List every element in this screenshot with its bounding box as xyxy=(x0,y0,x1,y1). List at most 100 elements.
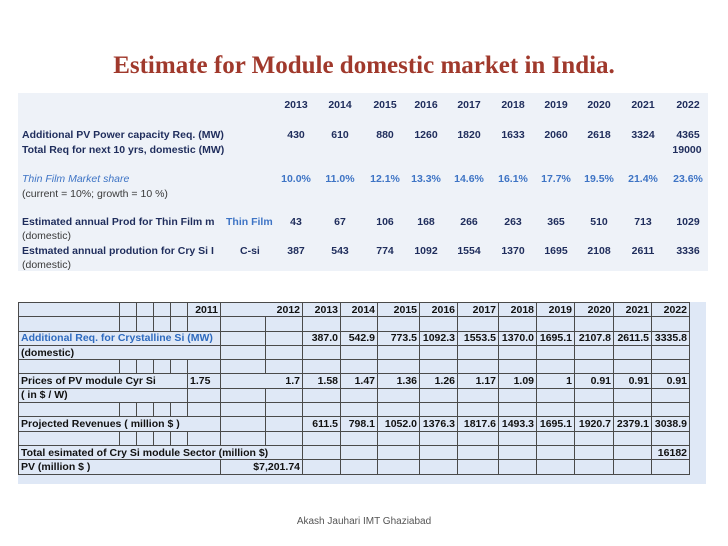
year-header: 2016 xyxy=(414,99,438,111)
table-cell xyxy=(377,459,420,475)
table-cell xyxy=(457,444,499,461)
table-cell xyxy=(574,459,614,475)
row-label-prices-unit: ( in $ / W) xyxy=(18,387,188,404)
price-value: 1.7 xyxy=(220,373,303,389)
year-header: 2020 xyxy=(587,99,611,111)
table-cell xyxy=(651,344,690,361)
table-cell xyxy=(153,359,171,375)
year-header: 2022 xyxy=(676,99,700,111)
table-cell xyxy=(377,316,420,332)
cry-si-value: 3336 xyxy=(676,245,700,257)
cry-si-value: 543 xyxy=(331,245,349,257)
additional-req-value: 1695.1 xyxy=(536,330,575,346)
row-label-prices: Prices of PV module Cyr Si xyxy=(18,373,188,389)
year-header: 2012 xyxy=(220,301,303,318)
table-cell xyxy=(536,359,575,375)
table-cell xyxy=(574,344,614,361)
table-cell xyxy=(536,402,575,418)
table-row: Total esimated of Cry Si module Sector (… xyxy=(18,444,690,461)
table-cell xyxy=(119,301,137,318)
table-cell xyxy=(377,402,420,418)
year-header: 2015 xyxy=(377,301,420,318)
table-cell xyxy=(340,444,378,461)
additional-pv-value: 1633 xyxy=(501,129,525,141)
table-cell xyxy=(340,459,378,475)
table-cell xyxy=(498,344,537,361)
table-cell xyxy=(536,316,575,332)
table-cell xyxy=(498,459,537,475)
table-cell xyxy=(613,430,652,446)
table-cell xyxy=(651,316,690,332)
table-cell xyxy=(536,444,575,461)
lower-revenue-table: 2011 2012 2013 2014 2015 2016 2017 2018 2019 2020… xyxy=(18,301,706,484)
table-cell xyxy=(651,430,690,446)
additional-pv-value: 2618 xyxy=(587,129,611,141)
table-row: PV (million $ ) $7,201.74 xyxy=(18,459,690,475)
price-value: 0.91 xyxy=(613,373,652,389)
table-cell xyxy=(613,444,652,461)
table-cell xyxy=(457,359,499,375)
table-cell xyxy=(419,459,458,475)
table-cell xyxy=(187,402,221,418)
price-value: 0.91 xyxy=(574,373,614,389)
additional-req-value: 3335.8 xyxy=(651,330,690,346)
row-label-additional-pv: Additional PV Power capacity Req. (MW) xyxy=(22,129,224,141)
additional-pv-value: 1820 xyxy=(457,129,481,141)
cry-si-value: 2108 xyxy=(587,245,611,257)
table-cell xyxy=(651,387,690,404)
table-cell xyxy=(220,316,266,332)
table-row: 2011 2012 2013 2014 2015 2016 2017 2018 2019 2020… xyxy=(18,301,690,318)
row-sub-thin-share: (current = 10%; growth = 10 %) xyxy=(22,188,168,200)
table-cell xyxy=(457,402,499,418)
thin-share-value: 17.7% xyxy=(541,173,571,185)
revenue-value: 1817.6 xyxy=(457,416,499,432)
additional-pv-value: 430 xyxy=(287,129,305,141)
table-cell xyxy=(220,416,266,432)
table-cell xyxy=(170,430,188,446)
table-cell xyxy=(651,359,690,375)
table-cell xyxy=(265,359,303,375)
table-cell xyxy=(18,316,120,332)
table-cell xyxy=(265,344,303,361)
revenue-value: 1376.3 xyxy=(419,416,458,432)
table-cell xyxy=(302,459,341,475)
table-cell xyxy=(302,430,341,446)
table-cell xyxy=(457,344,499,361)
csi-tag: C-si xyxy=(240,245,260,257)
revenue-value: 1052.0 xyxy=(377,416,420,432)
thin-film-value: 168 xyxy=(417,216,435,228)
year-header: 2013 xyxy=(302,301,341,318)
table-cell xyxy=(457,430,499,446)
additional-req-value: 387.0 xyxy=(302,330,341,346)
row-label-revenues: Projected Revenues ( million $ ) xyxy=(18,416,221,432)
table-cell xyxy=(220,359,266,375)
table-cell xyxy=(340,316,378,332)
table-row xyxy=(18,430,690,446)
year-header: 2018 xyxy=(498,301,537,318)
table-cell xyxy=(498,430,537,446)
thin-film-tag: Thin Film xyxy=(226,216,273,228)
table-row: Projected Revenues ( million $ ) 611.5 798… xyxy=(18,416,690,432)
table-cell xyxy=(536,459,575,475)
table-cell xyxy=(340,402,378,418)
table-cell xyxy=(220,387,266,404)
table-cell xyxy=(265,402,303,418)
cry-si-value: 1695 xyxy=(544,245,568,257)
table-cell xyxy=(536,344,575,361)
thin-share-value: 10.0% xyxy=(281,173,311,185)
table-row: Prices of PV module Cyr Si 1.75 1.7 1.58 1.4… xyxy=(18,373,690,389)
table-cell xyxy=(613,402,652,418)
price-value: 0.91 xyxy=(651,373,690,389)
table-cell xyxy=(220,344,266,361)
table-cell xyxy=(574,430,614,446)
revenue-grid: 2011 2012 2013 2014 2015 2016 2017 2018 2019 2020… xyxy=(18,301,690,475)
additional-pv-value: 4365 xyxy=(676,129,700,141)
price-value: 1.36 xyxy=(377,373,420,389)
table-cell xyxy=(220,402,266,418)
table-row xyxy=(18,359,690,375)
thin-film-value: 713 xyxy=(634,216,652,228)
table-row xyxy=(18,402,690,418)
additional-req-value: 2107.8 xyxy=(574,330,614,346)
cry-si-value: 2611 xyxy=(631,245,655,257)
table-cell xyxy=(187,387,221,404)
